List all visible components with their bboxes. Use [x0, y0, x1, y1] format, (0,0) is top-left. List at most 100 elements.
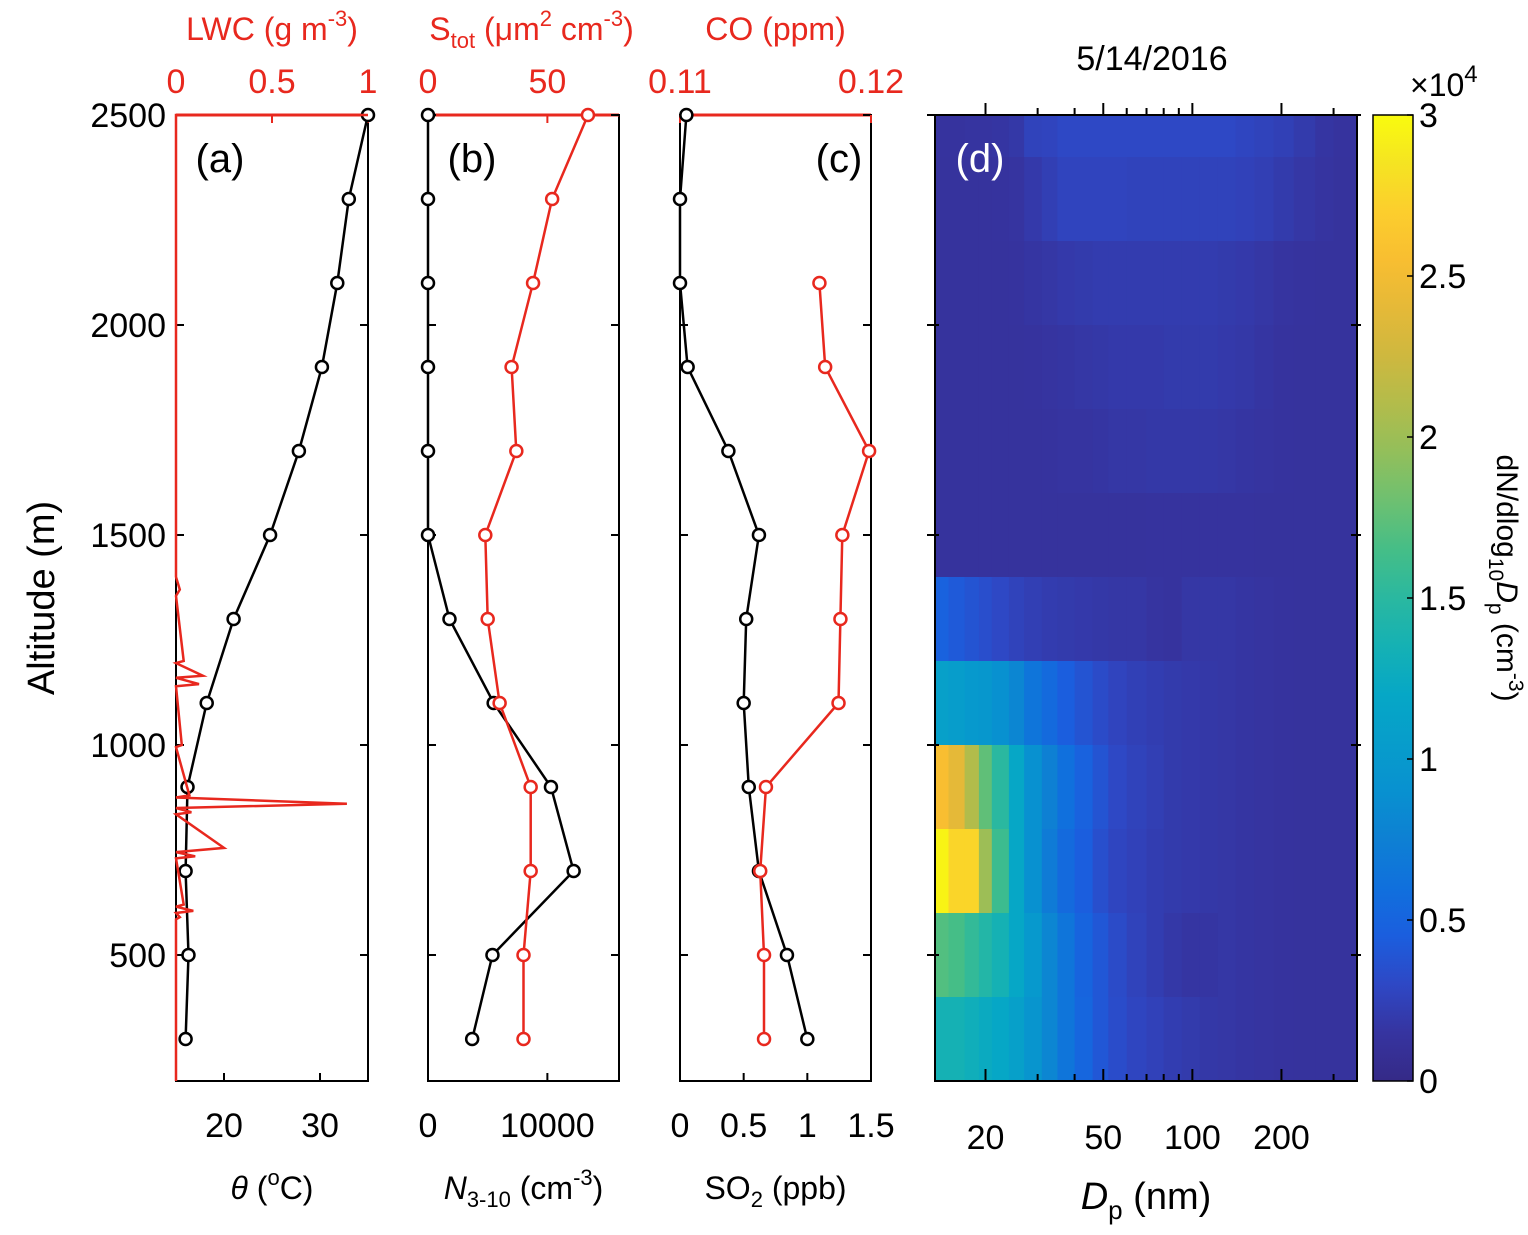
- heatmap-cell: [964, 577, 980, 662]
- plot-frame: [175, 114, 369, 1082]
- heatmap-cell: [1235, 745, 1255, 830]
- heatmap-cell: [935, 325, 950, 410]
- heatmap-cell: [991, 661, 1010, 746]
- data-point: [485, 947, 500, 963]
- heatmap-cell: [978, 409, 993, 494]
- heatmap-cell: [1092, 157, 1109, 242]
- heatmap-cell: [1199, 745, 1219, 830]
- heatmap-cell: [1108, 913, 1128, 998]
- heatmap-cell: [1108, 115, 1128, 158]
- heatmap-cell: [1315, 157, 1335, 242]
- data-point: [831, 695, 846, 711]
- heatmap-cell: [1315, 241, 1335, 326]
- panel-label: (b): [448, 137, 497, 181]
- heatmap-cell: [1108, 325, 1128, 410]
- data-point: [758, 779, 774, 795]
- heatmap-cell: [1315, 115, 1335, 158]
- data-point: [291, 443, 307, 459]
- heatmap-cell: [991, 997, 1010, 1082]
- heatmap-cell: [1074, 745, 1094, 830]
- heatmap-cell: [1024, 115, 1043, 158]
- colorbar-tick-label: 1: [1419, 741, 1438, 779]
- panel-c: 0 0.5 1 1.5 0.11 0.12 (c) SO2 (ppb) CO (ppm): [648, 11, 904, 1212]
- data-point: [504, 359, 519, 375]
- heatmap-cell: [991, 913, 1010, 998]
- data-point: [420, 443, 436, 459]
- heatmap-cell: [991, 157, 1010, 242]
- x-tick-label: 20: [205, 1107, 243, 1145]
- heatmap-cell: [1057, 115, 1076, 158]
- series-black: [420, 107, 581, 1047]
- heatmap-cell: [964, 913, 980, 998]
- colorbar: 0 0.5 1 1.5 2 2.5 3×104 dN/dlog10Dp (cm-3): [1372, 61, 1527, 1101]
- heatmap-cell: [1074, 661, 1094, 746]
- top-tick-label: 0: [167, 63, 186, 101]
- heatmap-cell: [1074, 241, 1094, 326]
- heatmap-cell: [964, 493, 980, 578]
- heatmap-cell: [1293, 241, 1316, 326]
- y-axis-title: Altitude (m): [21, 501, 63, 695]
- heatmap-cell: [978, 325, 993, 410]
- heatmap-cell: [1146, 409, 1165, 494]
- heatmap-cell: [1108, 577, 1128, 662]
- heatmap-cell: [1057, 661, 1076, 746]
- series-line: [184, 114, 370, 1040]
- heatmap-cell: [991, 241, 1010, 326]
- heatmap-cell: [1273, 829, 1295, 914]
- x-tick-label: 1.5: [847, 1107, 894, 1145]
- heatmap-cell: [1181, 325, 1201, 410]
- top-axis-title: Stot (μm2 cm-3): [429, 6, 633, 53]
- heatmap-cell: [1108, 409, 1128, 494]
- heatmap-cell: [1041, 157, 1058, 242]
- heatmap-cell: [1333, 325, 1358, 410]
- heatmap-cell: [964, 661, 980, 746]
- heatmap-cell: [1163, 745, 1183, 830]
- heatmap-cell: [1181, 241, 1201, 326]
- heatmap-cell: [1074, 325, 1094, 410]
- series-line: [758, 282, 871, 1039]
- heatmap-cell: [1235, 115, 1255, 158]
- data-point: [738, 611, 754, 627]
- heatmap-cell: [1092, 241, 1109, 326]
- heatmap-cell: [1217, 115, 1237, 158]
- heatmap-cell: [1273, 661, 1295, 746]
- heatmap-cell: [935, 115, 950, 158]
- heatmap-cell: [1074, 157, 1094, 242]
- heatmap-cell: [978, 493, 993, 578]
- heatmap-cell: [1293, 325, 1316, 410]
- heatmap-cell: [1235, 325, 1255, 410]
- heatmap-cell: [1126, 997, 1148, 1082]
- heatmap-cell: [1041, 115, 1058, 158]
- data-point: [420, 191, 436, 207]
- heatmap-cell: [935, 157, 950, 242]
- heatmap-cell: [1315, 829, 1335, 914]
- heatmap-cell: [1041, 661, 1058, 746]
- heatmap-cell: [1181, 115, 1201, 158]
- series-black: [672, 107, 815, 1047]
- data-point: [516, 1031, 531, 1047]
- top-axis-title: LWC (g m-3): [186, 6, 358, 47]
- heatmap-cell: [964, 829, 980, 914]
- heatmap-cell: [1235, 493, 1255, 578]
- heatmap-cell: [1254, 493, 1275, 578]
- heatmap-cell: [948, 409, 966, 494]
- heatmap-cell: [1041, 997, 1058, 1082]
- heatmap-cell: [1199, 577, 1219, 662]
- heatmap-cell: [1293, 661, 1316, 746]
- colorbar-tick-label: 0.5: [1419, 902, 1466, 940]
- heatmap-cell: [1235, 997, 1255, 1082]
- heatmap-cell: [1273, 997, 1295, 1082]
- heatmap-cell: [1217, 577, 1237, 662]
- heatmap-cell: [1146, 745, 1165, 830]
- heatmap-cell: [1092, 745, 1109, 830]
- heatmap-cell: [1126, 157, 1148, 242]
- heatmap-cell: [1181, 997, 1201, 1082]
- heatmap-cell: [1008, 241, 1025, 326]
- heatmap-cell: [1074, 409, 1094, 494]
- heatmap-cell: [1315, 745, 1335, 830]
- data-point: [442, 611, 457, 627]
- heatmap-cell: [1333, 157, 1358, 242]
- heatmap-cell: [1217, 157, 1237, 242]
- data-point: [226, 611, 241, 627]
- heatmap-cell: [1108, 745, 1128, 830]
